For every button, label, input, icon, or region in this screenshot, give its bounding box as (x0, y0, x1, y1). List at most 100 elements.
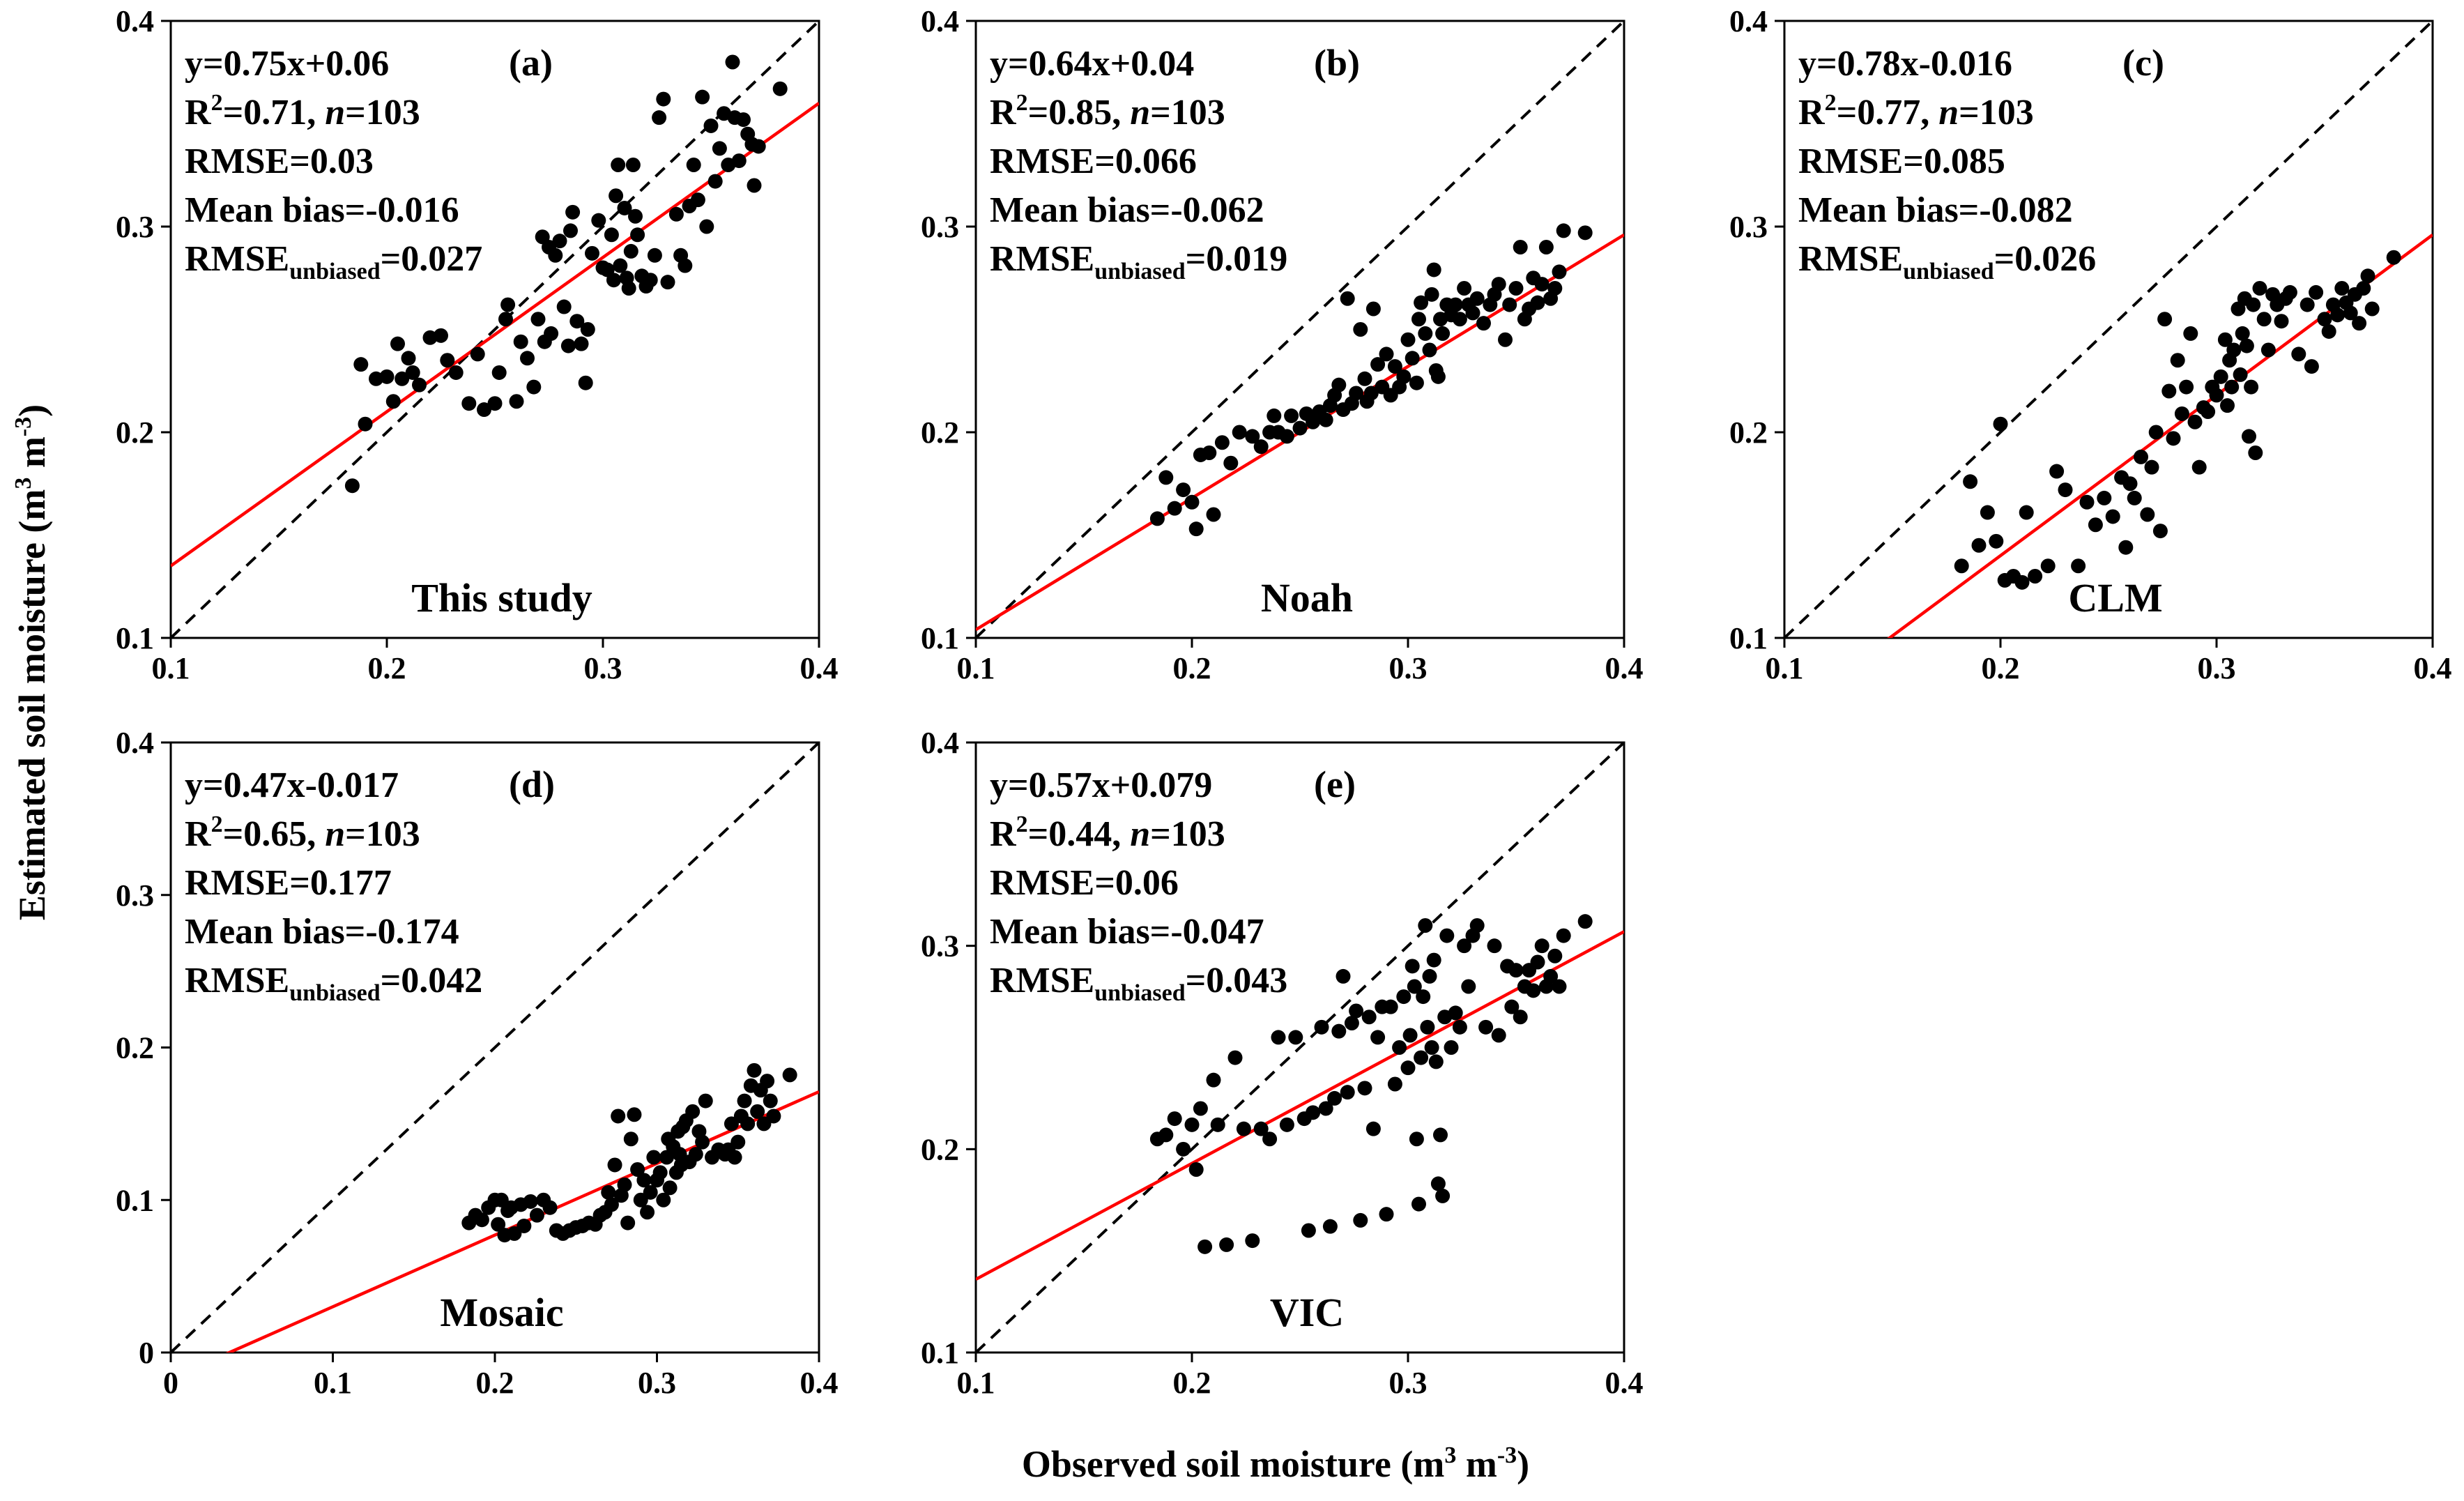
data-point (1288, 1030, 1303, 1045)
data-point (2242, 429, 2256, 444)
data-point (1236, 1121, 1251, 1136)
y-tick-label: 0.3 (116, 210, 154, 244)
data-point (1331, 1023, 1347, 1039)
data-point (530, 312, 546, 327)
data-point (678, 258, 693, 273)
data-point (509, 394, 524, 409)
data-point (601, 1184, 616, 1200)
data-point (1396, 989, 1411, 1005)
data-point (474, 1212, 489, 1228)
x-tick-label: 0.3 (2198, 651, 2236, 685)
y-tick-label: 0.4 (116, 726, 154, 760)
panel-letter: (a) (509, 42, 553, 84)
data-point (699, 219, 714, 234)
rmse-unbiased: RMSEunbiased=0.042 (185, 961, 482, 1006)
data-point (613, 258, 628, 273)
data-point (1452, 312, 1467, 327)
data-point (1426, 262, 1441, 277)
data-point (1176, 482, 1191, 498)
rmse: RMSE=0.06 (990, 863, 1179, 903)
y-tick-label: 0.3 (116, 878, 154, 913)
data-point (1428, 1054, 1444, 1069)
mean-bias: Mean bias=-0.082 (1798, 190, 2073, 230)
mean-bias: Mean bias=-0.062 (990, 190, 1264, 230)
data-point (1577, 225, 1593, 241)
x-tick-label: 0.3 (1389, 651, 1428, 685)
data-point (1577, 914, 1593, 929)
data-point (1526, 983, 1541, 998)
fit-equation: y=0.64x+0.04 (990, 44, 1194, 84)
data-point (1418, 326, 1433, 341)
data-point (563, 223, 578, 238)
data-point (1422, 968, 1437, 984)
data-point (2244, 379, 2259, 395)
data-point (440, 353, 455, 368)
one-to-one-line (976, 742, 1624, 1353)
x-tick-label: 0.1 (957, 1366, 995, 1400)
data-point (2235, 326, 2250, 341)
data-point (1379, 346, 1394, 362)
data-point (652, 1165, 668, 1180)
data-point (1167, 501, 1182, 516)
data-point (1158, 1127, 1174, 1143)
plot-frame (974, 741, 1625, 1354)
data-point (1318, 1101, 1333, 1116)
data-point (2233, 367, 2248, 382)
data-point (1534, 277, 1549, 292)
data-point (556, 299, 572, 314)
r-squared: R2=0.65, n=103 (185, 812, 420, 854)
data-point (1202, 445, 1217, 460)
data-point (1457, 281, 1472, 296)
data-point (2161, 383, 2177, 399)
data-point (1433, 1127, 1448, 1143)
data-point (1232, 425, 1247, 440)
data-point (643, 1184, 658, 1200)
data-point (2304, 359, 2319, 374)
data-point (2274, 314, 2289, 329)
data-point (1396, 369, 1411, 384)
data-point (2049, 464, 2065, 479)
data-point (1188, 1162, 1204, 1177)
model-name: VIC (1270, 1290, 1344, 1335)
data-point (2122, 476, 2138, 492)
data-point (379, 369, 395, 384)
data-point (1444, 1040, 1459, 1055)
panel-letter: (c) (2122, 42, 2164, 84)
regression-line (225, 1090, 819, 1353)
data-point (2058, 482, 2073, 498)
data-point (607, 1157, 622, 1173)
data-point (1435, 1188, 1451, 1203)
x-axis-label: Observed soil moisture (m3 m-3) (1022, 1442, 1529, 1485)
data-point (2246, 297, 2261, 312)
mean-bias: Mean bias=-0.047 (990, 912, 1264, 952)
plot-frame (169, 20, 820, 639)
data-point (2144, 459, 2159, 475)
r-squared: R2=0.71, n=103 (185, 90, 420, 132)
data-point (1292, 420, 1308, 436)
data-point (523, 1194, 538, 1209)
data-point (1245, 1233, 1260, 1249)
x-tick-label: 0.1 (152, 651, 190, 685)
y-tick-label: 0.4 (1729, 4, 1768, 38)
data-point (1210, 1117, 1225, 1132)
data-point (686, 158, 701, 172)
data-point (2179, 379, 2194, 395)
rmse: RMSE=0.03 (185, 142, 374, 181)
x-tick-label: 0.2 (1173, 1366, 1211, 1400)
data-point (1392, 1040, 1407, 1055)
y-tick-label: 0.2 (116, 1031, 154, 1065)
data-point (560, 338, 576, 353)
data-point (1530, 954, 1545, 970)
data-point (2300, 297, 2315, 312)
data-point (1498, 332, 1513, 347)
data-point (1405, 351, 1420, 366)
data-point (640, 1205, 655, 1220)
y-tick-label: 0.1 (116, 621, 154, 655)
data-point (609, 188, 624, 204)
data-point (1361, 1009, 1377, 1025)
data-point (2224, 379, 2240, 395)
panel-letter: (d) (509, 763, 555, 805)
x-tick-label: 0.4 (1605, 651, 1644, 685)
data-point (620, 1215, 636, 1230)
